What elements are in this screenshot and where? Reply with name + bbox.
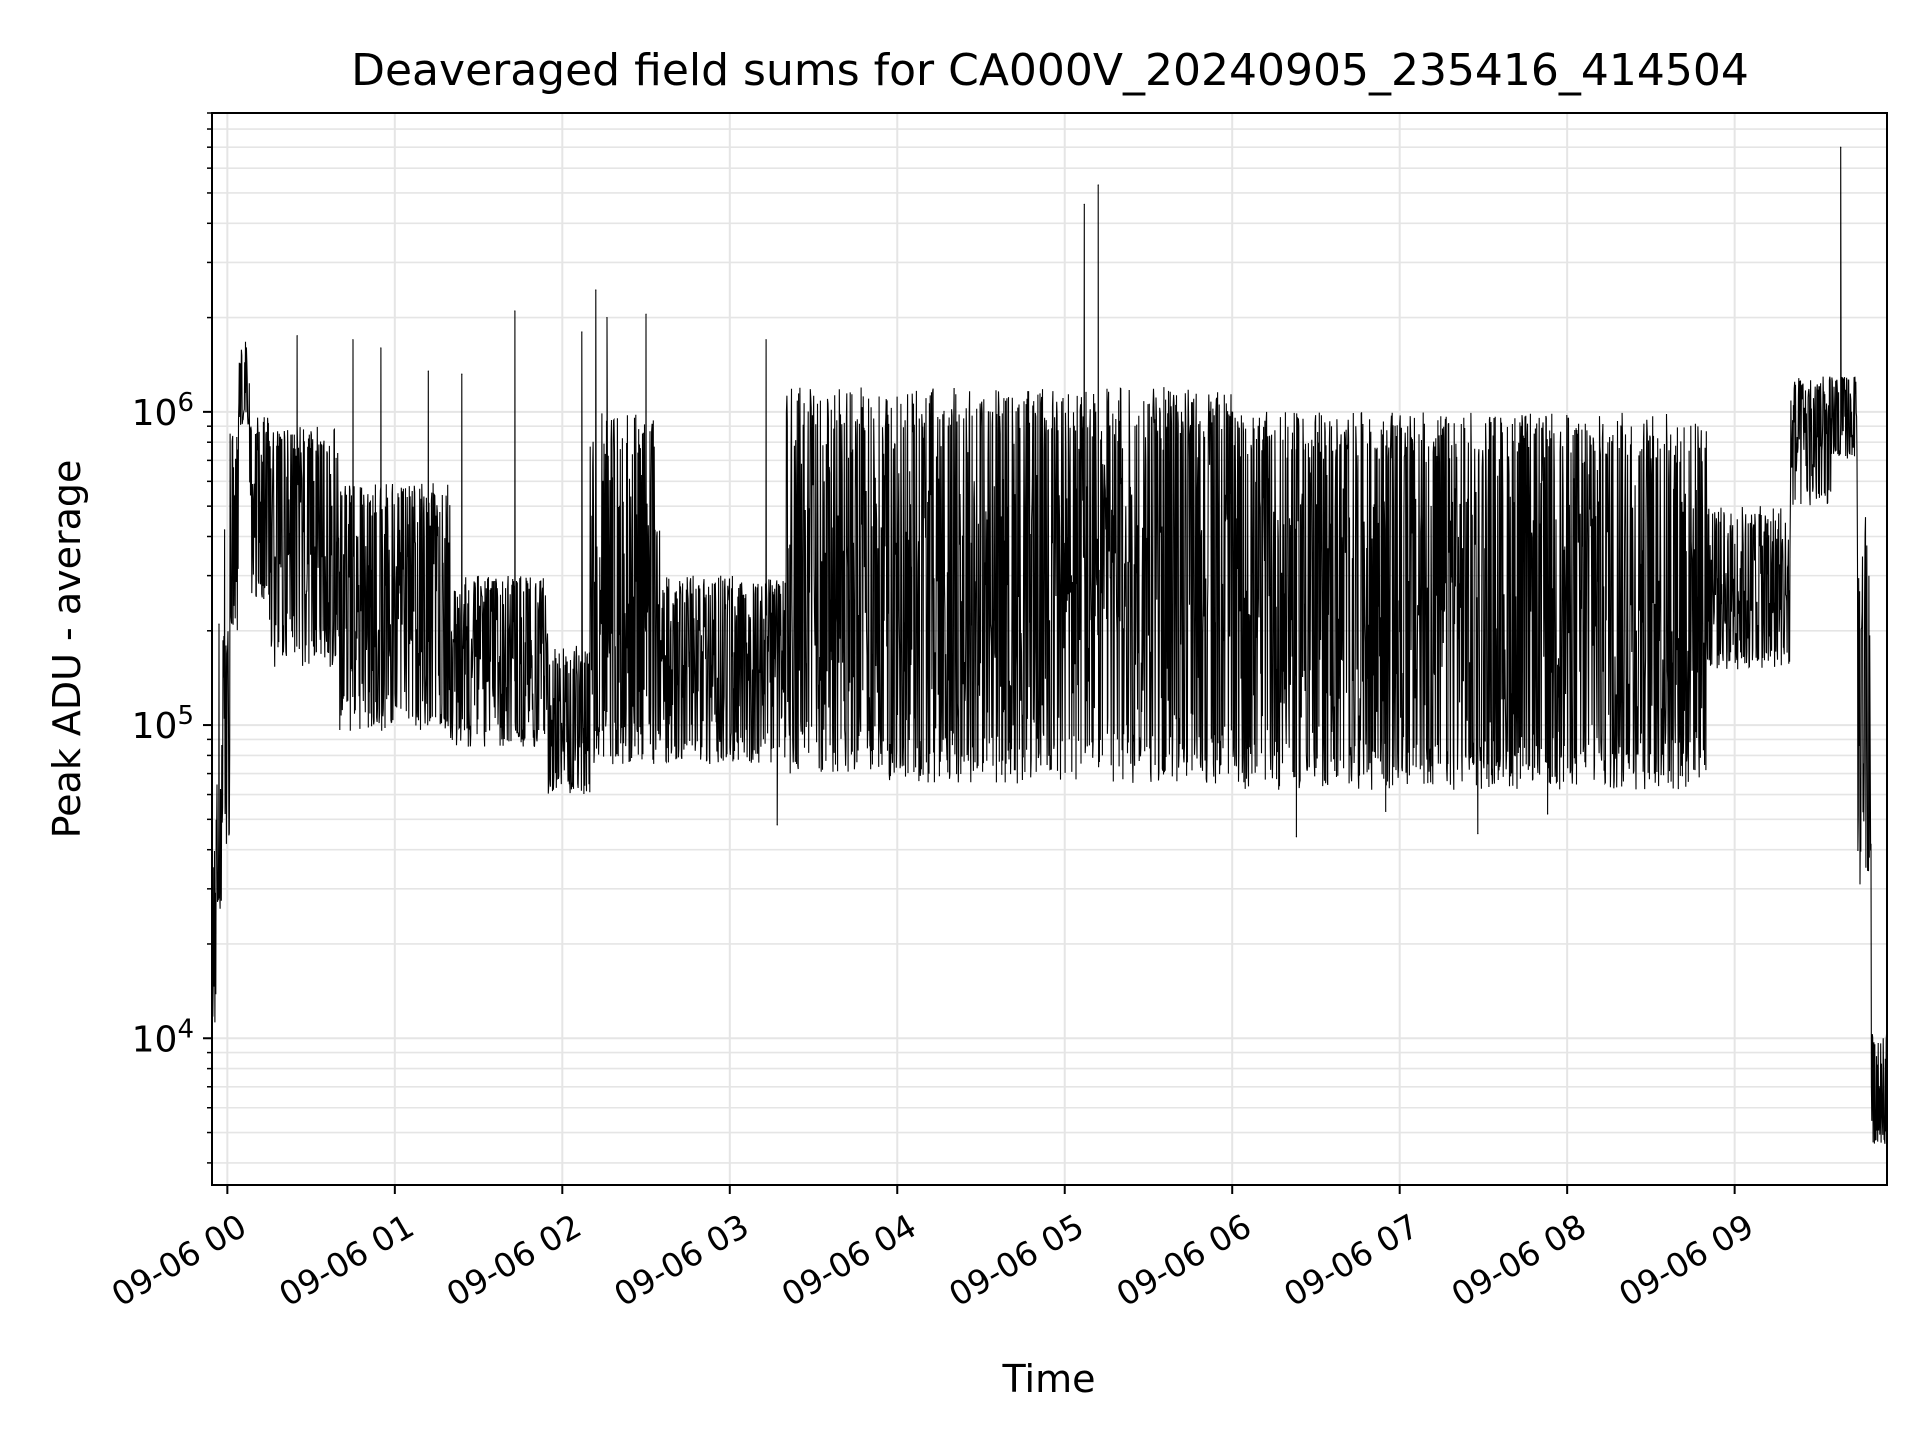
y-tick-label: 105 bbox=[132, 701, 194, 747]
spike-point bbox=[514, 310, 516, 312]
spike-point bbox=[218, 623, 220, 625]
spike-point bbox=[1840, 146, 1842, 148]
spike-point bbox=[223, 529, 226, 531]
dip-point bbox=[1477, 833, 1479, 835]
spike-point bbox=[1083, 203, 1085, 205]
spike-point bbox=[645, 313, 647, 315]
spike-point bbox=[765, 339, 767, 341]
spike-point bbox=[427, 370, 429, 372]
plot-frame bbox=[211, 112, 1888, 1186]
spike-point bbox=[296, 335, 298, 337]
chart-title: Deaveraged field sums for CA000V_2024090… bbox=[351, 45, 1749, 96]
spike-point bbox=[606, 316, 608, 319]
series-line bbox=[211, 147, 1888, 1144]
dip-point bbox=[1295, 836, 1298, 838]
spike-point bbox=[380, 347, 382, 349]
spike-point bbox=[581, 331, 583, 333]
y-tick-label: 106 bbox=[132, 388, 194, 434]
spike-point bbox=[352, 339, 354, 341]
dip-point bbox=[1385, 810, 1387, 813]
x-axis-label: Time bbox=[1002, 1357, 1096, 1401]
y-tick-label: 104 bbox=[132, 1014, 194, 1060]
spike-point bbox=[595, 289, 597, 291]
dip-point bbox=[1547, 813, 1549, 815]
dip-point bbox=[776, 824, 778, 826]
y-axis-label: Peak ADU - average bbox=[45, 460, 89, 839]
series-layer bbox=[211, 146, 1888, 1144]
spike-point bbox=[461, 373, 463, 375]
spike-point bbox=[1097, 184, 1099, 186]
